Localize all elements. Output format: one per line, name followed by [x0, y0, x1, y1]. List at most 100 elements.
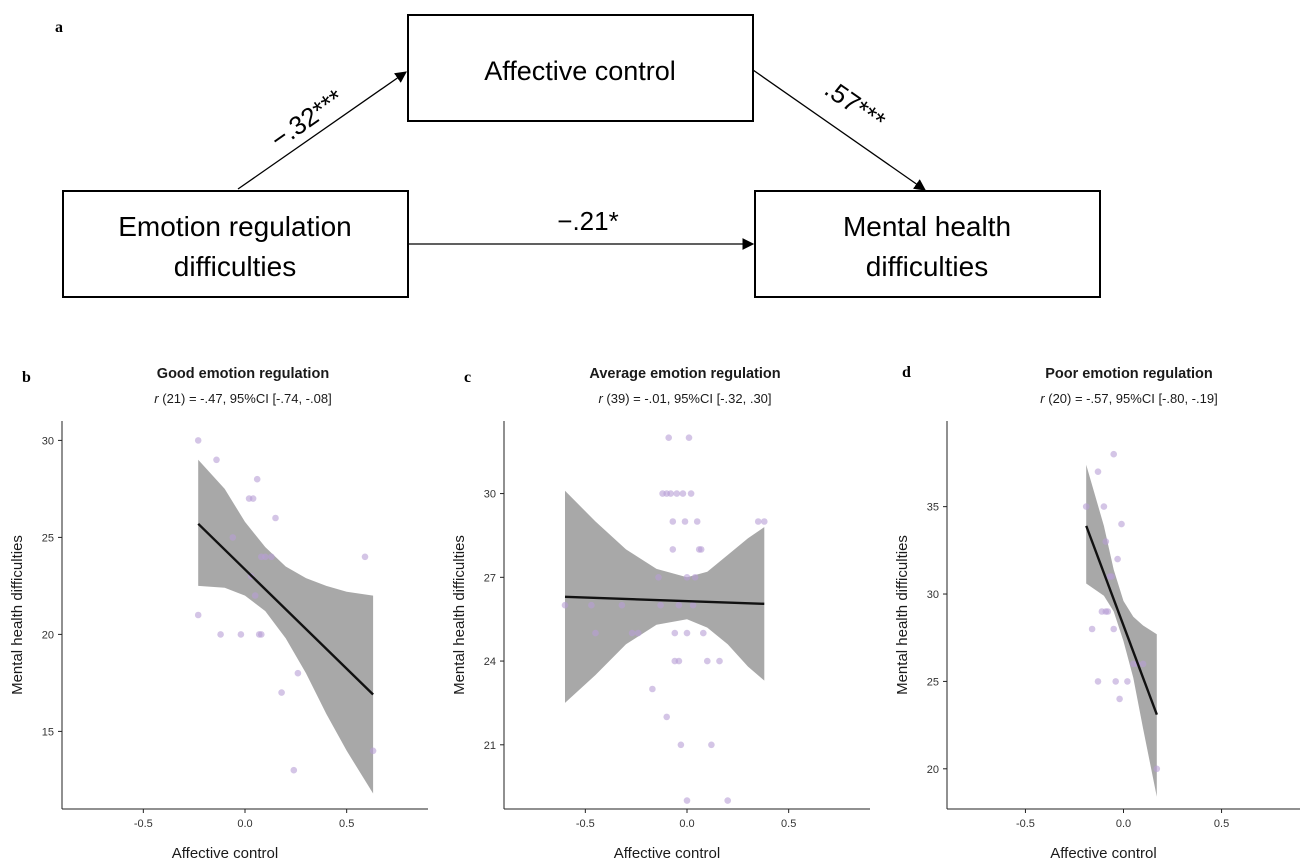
data-point [361, 553, 369, 561]
data-point [1104, 608, 1112, 615]
panel-b-stat: r (21) = -.47, 95%CI [-.74, -.08] [154, 391, 331, 406]
data-point [194, 437, 202, 444]
confidence-band [1086, 464, 1157, 797]
x-axis-label: Affective control [614, 845, 720, 859]
y-tick-label: 30 [927, 589, 939, 601]
data-point [290, 766, 298, 774]
data-point [708, 741, 715, 749]
mental-health-box: Mental health difficulties [754, 190, 1101, 298]
data-point [194, 611, 202, 619]
x-axis-label: Affective control [1050, 845, 1156, 859]
data-point [592, 629, 599, 637]
panel-c-label: c [464, 369, 471, 386]
panel-d-stat-r: r [1040, 391, 1045, 406]
data-point [294, 669, 302, 677]
data-point [1114, 555, 1121, 563]
data-point [268, 553, 275, 561]
data-point [675, 601, 683, 609]
panel-poor-emotion-regulation: d Poor emotion regulation r (20) = -.57,… [870, 355, 1300, 859]
data-point [618, 601, 626, 609]
x-tick-label: 0.0 [679, 818, 694, 830]
affective-control-box: Affective control [407, 14, 754, 122]
data-point [700, 629, 707, 637]
y-tick-label: 25 [927, 676, 939, 688]
data-point [1110, 450, 1117, 458]
y-axis-label: Mental health difficulties [894, 535, 911, 695]
path-c-coefficient: −.21* [557, 206, 618, 236]
panel-b-stat-r: r [154, 391, 159, 406]
data-point [249, 495, 257, 502]
data-point [657, 601, 664, 609]
y-tick-label: 30 [42, 435, 54, 447]
mental-health-line2: difficulties [866, 251, 988, 282]
data-point [588, 601, 595, 609]
data-point [687, 490, 695, 497]
panel-d-label: d [902, 364, 911, 381]
data-point [1153, 765, 1161, 773]
data-point [1094, 468, 1102, 475]
data-point [1108, 573, 1115, 580]
x-tick-label: 0.5 [339, 818, 354, 830]
data-point [671, 629, 679, 637]
data-point [1118, 520, 1125, 528]
y-tick-label: 35 [927, 502, 939, 514]
data-point [675, 657, 683, 665]
data-point [649, 685, 656, 693]
data-point [251, 592, 259, 599]
confidence-band [565, 490, 765, 703]
panel-d-stat-rest: (20) = -.57, 95%CI [-.80, -.19] [1045, 391, 1218, 406]
data-point [1102, 538, 1110, 545]
scatter-average-svg: c Average emotion regulation r (39) = -.… [451, 366, 870, 859]
data-point [704, 657, 711, 665]
path-a-coefficient: −.32*** [265, 83, 349, 154]
affective-control-label: Affective control [484, 56, 676, 86]
x-tick-label: 0.0 [237, 818, 252, 830]
data-point [691, 574, 699, 581]
y-tick-label: 24 [484, 656, 496, 668]
y-tick-label: 25 [42, 532, 54, 544]
mental-health-line1: Mental health [843, 211, 1011, 242]
data-point [1116, 695, 1123, 703]
data-point [677, 741, 685, 749]
y-tick-label: 15 [42, 726, 54, 738]
panel-b-label: b [22, 369, 31, 386]
regression-line [1085, 525, 1158, 716]
y-axis-label: Mental health difficulties [9, 535, 26, 695]
data-point [369, 747, 377, 755]
x-tick-label: 0.5 [781, 818, 796, 830]
y-tick-label: 21 [484, 740, 496, 752]
x-tick-label: 0.0 [1116, 818, 1131, 830]
data-point [667, 490, 674, 497]
x-tick-label: -0.5 [1016, 818, 1035, 830]
y-tick-label: 20 [42, 629, 54, 641]
data-point [634, 629, 642, 637]
emotion-regulation-line2: difficulties [174, 251, 296, 282]
data-point [1088, 625, 1096, 633]
mediation-diagram: a Affective control Emotion regulation d… [55, 14, 1101, 298]
data-point [669, 518, 677, 525]
data-point [278, 689, 285, 696]
data-point [253, 475, 261, 483]
data-point [663, 713, 670, 721]
panel-a-label: a [55, 19, 63, 36]
scatter-good-svg: b Good emotion regulation r (21) = -.47,… [9, 366, 428, 859]
panel-good-emotion-regulation: b Good emotion regulation r (21) = -.47,… [0, 355, 430, 859]
scatter-poor-svg: d Poor emotion regulation r (20) = -.57,… [894, 364, 1300, 859]
data-point [1100, 503, 1108, 510]
data-point [683, 629, 691, 637]
x-axis-label: Affective control [172, 845, 278, 859]
y-tick-label: 20 [927, 764, 939, 776]
panel-d-stat: r (20) = -.57, 95%CI [-.80, -.19] [1040, 391, 1217, 406]
data-point [655, 574, 662, 581]
emotion-regulation-line1: Emotion regulation [118, 211, 351, 242]
data-point [272, 514, 279, 522]
y-axis-label: Mental health difficulties [451, 535, 468, 695]
data-point [683, 797, 691, 804]
panel-c-stat-rest: (39) = -.01, 95%CI [-.32, .30] [603, 391, 772, 406]
path-b-arrow [752, 69, 926, 191]
x-tick-label: 0.5 [1214, 818, 1229, 830]
x-tick-label: -0.5 [576, 818, 595, 830]
data-point [681, 518, 689, 525]
data-point [237, 631, 245, 638]
data-point [673, 490, 681, 497]
